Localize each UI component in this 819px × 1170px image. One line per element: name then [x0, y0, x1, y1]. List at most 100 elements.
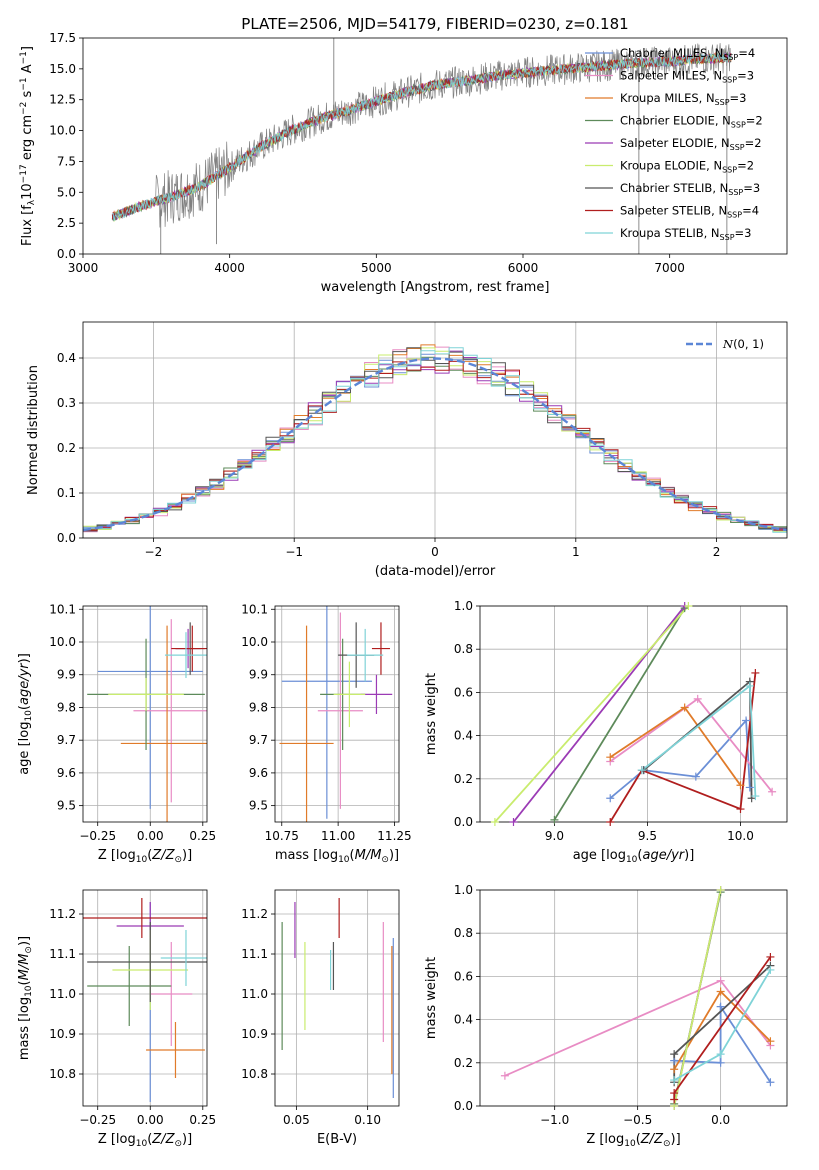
y-tick-label: 9.5 — [57, 799, 76, 813]
x-tick-label: 7000 — [654, 261, 685, 275]
panel-mass_vs_ebv: 0.05 0.10 10.8 10.9 11.0 11.1 11.2 E(B-V) — [241, 889, 400, 1147]
weight-marker — [751, 668, 760, 677]
label-part: SSP — [728, 188, 743, 197]
label-part: M/M — [17, 954, 32, 981]
label-part: Chabrier STELIB, N — [620, 181, 728, 195]
y-tick-label: 11.1 — [241, 947, 268, 961]
x-tick-label: 0 — [431, 545, 439, 559]
axes-frame — [479, 605, 788, 823]
weight-marker — [766, 1037, 775, 1046]
x-tick-label: 9.0 — [545, 829, 564, 843]
panel-residuals: −2 −1 0 1 2 0.0 0.1 0.2 0.3 0.4 N(0, 1) (data-model… — [26, 321, 788, 579]
x-tick-label: 9.5 — [638, 829, 657, 843]
label-part: 10 — [626, 855, 638, 865]
label-part: =2 — [746, 114, 763, 128]
x-tick-label: 11.00 — [321, 829, 355, 843]
y-tick-label: 9.7 — [249, 733, 268, 747]
label-part: Z/Z — [151, 848, 175, 863]
label-part: )] — [182, 1132, 192, 1147]
label-part: Salpeter MILES, N — [620, 69, 722, 83]
label-part: Salpeter STELIB, N — [620, 204, 727, 218]
label-part: =3 — [730, 91, 747, 105]
y-tick-label: 0.8 — [454, 642, 473, 656]
y-tick-label: 0.1 — [57, 486, 76, 500]
y-tick-label: 0.4 — [454, 1013, 473, 1027]
x-tick-label: −1 — [285, 545, 303, 559]
panel-spectrum: 3000 4000 5000 6000 7000 0.0 2.5 5.0 7.5 10.0 12.5… — [19, 31, 788, 295]
weight-marker — [637, 766, 646, 775]
label-part: 10 — [136, 1139, 148, 1149]
y-tick-label: 0.4 — [454, 729, 473, 743]
label-part: )] — [17, 936, 32, 946]
y-tick-label: 5.0 — [57, 185, 76, 199]
label-part: 10 — [24, 985, 34, 997]
x-tick-label: 0.0 — [711, 1113, 730, 1127]
axes-frame — [274, 605, 400, 823]
legend-label: Kroupa MILES, NSSP=3 — [620, 91, 746, 107]
weight-marker — [768, 787, 777, 796]
legend-label: Kroupa STELIB, NSSP=3 — [620, 226, 751, 242]
label-part: λ — [27, 199, 37, 205]
x-axis-label: Z [log10(Z/Z⊙)] — [98, 848, 192, 865]
legend-label: N(0, 1) — [722, 337, 764, 351]
y-tick-label: 12.5 — [49, 93, 76, 107]
y-tick-label: 10.0 — [241, 635, 268, 649]
label-part: ⊙ — [174, 1139, 182, 1149]
weight-marker — [736, 781, 745, 790]
x-tick-label: 0.25 — [189, 1113, 216, 1127]
histogram-kroupa_elodie — [83, 347, 787, 532]
x-axis-label: age [log10(age/yr)] — [573, 848, 695, 865]
weight-marker — [684, 602, 693, 610]
label-part: SSP — [715, 98, 730, 107]
label-part: age/yr — [17, 662, 32, 705]
weight-marker — [606, 794, 615, 803]
axes-frame — [82, 605, 208, 823]
figure-title: PLATE=2506, MJD=54179, FIBERID=0230, z=0… — [241, 15, 628, 33]
x-tick-label: −1.0 — [540, 1113, 569, 1127]
y-tick-label: 9.8 — [57, 700, 76, 714]
weight-marker — [606, 818, 615, 826]
label-part: =4 — [738, 46, 755, 60]
label-part: )] — [684, 848, 694, 863]
label-part: ] — [20, 46, 35, 51]
label-part: (0, 1) — [733, 337, 764, 351]
x-tick-label: 0.10 — [354, 1113, 381, 1127]
label-part: ⊙ — [24, 946, 34, 954]
label-part: Z/Z — [151, 1132, 175, 1147]
weight-marker — [716, 1058, 725, 1067]
label-part: Z/Z — [640, 1132, 664, 1147]
label-part: ⊙ — [663, 1139, 671, 1149]
y-tick-label: 0.0 — [57, 531, 76, 545]
y-tick-label: 10.8 — [241, 1067, 268, 1081]
label-part: mass weight — [424, 957, 439, 1039]
y-tick-label: 0.2 — [454, 772, 473, 786]
x-tick-label: 5000 — [361, 261, 392, 275]
histogram-chabrier_stelib — [83, 347, 787, 532]
label-part: )] — [389, 848, 399, 863]
label-part: SSP — [720, 233, 735, 242]
label-part: A — [20, 64, 35, 77]
y-tick-label: 0.2 — [57, 441, 76, 455]
weight-marker — [550, 815, 559, 824]
y-tick-label: 9.7 — [57, 733, 76, 747]
legend-label: Chabrier MILES, NSSP=4 — [620, 46, 755, 62]
axes-frame — [82, 889, 208, 1107]
y-tick-label: 10.0 — [49, 635, 76, 649]
label-part: ( — [17, 705, 32, 710]
y-tick-label: 9.9 — [249, 668, 268, 682]
label-part: 10 — [338, 855, 350, 865]
label-part: ⊙ — [381, 855, 389, 865]
weight-marker — [766, 965, 775, 974]
y-tick-label: 17.5 — [49, 31, 76, 45]
label-part: SSP — [731, 121, 746, 130]
y-tick-label: 0.2 — [454, 1056, 473, 1070]
label-part: erg cm — [20, 115, 35, 164]
weight-marker — [500, 1071, 509, 1080]
y-tick-label: 11.0 — [241, 987, 268, 1001]
x-axis-label: (data-model)/error — [375, 564, 496, 579]
label-part: age [log — [17, 722, 32, 775]
label-part: Z [log — [98, 848, 136, 863]
y-tick-label: 9.5 — [249, 799, 268, 813]
